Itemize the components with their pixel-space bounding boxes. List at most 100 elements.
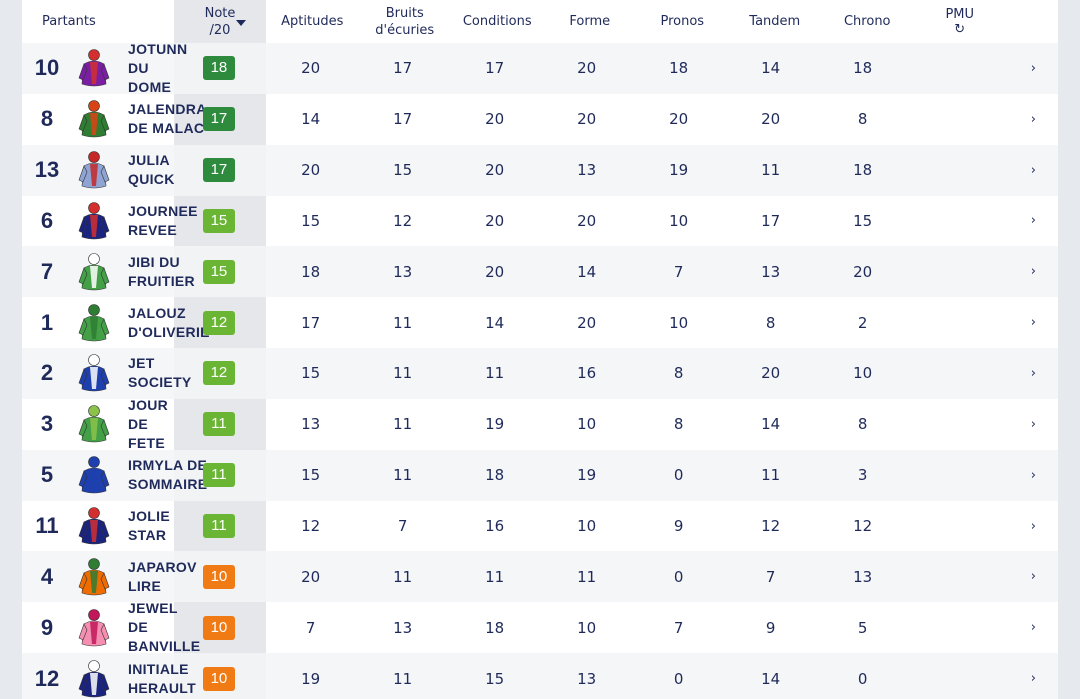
runner-name[interactable]: JIBI DU FRUITIER xyxy=(128,253,195,289)
runner-cell[interactable]: 12 INITIALE HERAULT xyxy=(22,653,196,699)
table-row[interactable]: 13 JULIA QUICK 17 20 15 20 13 19 11 18 › xyxy=(22,144,1058,196)
note-badge: 11 xyxy=(202,412,235,437)
runner-cell[interactable]: 7 JIBI DU FRUITIER xyxy=(22,246,195,297)
runner-cell[interactable]: 11 JOLIE STAR xyxy=(22,501,173,552)
table-row[interactable]: 9 JEWEL DE BANVILLE 10 7 13 18 10 7 9 5 › xyxy=(22,600,1058,654)
chevron-right-icon[interactable]: › xyxy=(1030,264,1036,280)
score-pronos: 0 xyxy=(673,466,684,485)
runner-cell[interactable]: 5 IRMYLA DE SOMMAIRE xyxy=(22,450,207,501)
score-conditions: 18 xyxy=(485,618,505,637)
header-pronos[interactable]: Pronos xyxy=(660,14,705,29)
runner-cell[interactable]: 4 JAPAROV LIRE xyxy=(22,551,196,602)
runner-cell[interactable]: 1 JALOUZ D'OLIVERIE xyxy=(22,297,209,348)
header-bruits[interactable]: Bruits d'écuries xyxy=(359,5,452,39)
runner-cell[interactable]: 13 JULIA QUICK xyxy=(22,145,175,196)
note-badge: 11 xyxy=(202,514,235,539)
runner-cell[interactable]: 2 JET SOCIETY xyxy=(22,348,191,399)
score-chrono: 10 xyxy=(853,364,873,383)
note-badge: 17 xyxy=(202,158,235,183)
score-conditions: 19 xyxy=(485,415,505,434)
header-pmu[interactable]: PMU ↻ xyxy=(914,7,1007,37)
runner-cell[interactable]: 8 JALENDRA DE MALAC xyxy=(22,94,206,145)
score-pronos: 0 xyxy=(673,567,684,586)
chevron-right-icon[interactable]: › xyxy=(1030,416,1036,432)
score-forme: 10 xyxy=(577,618,597,637)
chevron-right-icon[interactable]: › xyxy=(1030,162,1036,178)
chevron-right-icon[interactable]: › xyxy=(1030,671,1036,687)
header-conditions[interactable]: Conditions xyxy=(462,14,532,29)
score-chrono: 8 xyxy=(857,110,868,129)
score-conditions: 20 xyxy=(485,110,505,129)
runner-number: 2 xyxy=(40,360,54,386)
table-row[interactable]: 8 JALENDRA DE MALAC 17 14 17 20 20 20 20 8 › xyxy=(22,94,1058,145)
header-tandem[interactable]: Tandem xyxy=(749,14,801,29)
runner-name[interactable]: JOLIE STAR xyxy=(128,508,170,544)
runner-name[interactable]: INITIALE HERAULT xyxy=(128,660,196,696)
header-forme[interactable]: Forme xyxy=(569,14,611,29)
runner-name[interactable]: JET SOCIETY xyxy=(128,355,192,391)
header-note-line2: /20 xyxy=(209,22,231,38)
table-row[interactable]: 3 JOUR DE FETE 11 13 11 19 10 8 14 8 › xyxy=(22,396,1058,451)
runner-name[interactable]: JULIA QUICK xyxy=(128,152,175,188)
chevron-right-icon[interactable]: › xyxy=(1030,315,1036,331)
runner-cell[interactable]: 3 JOUR DE FETE xyxy=(22,396,173,451)
runner-name[interactable]: JOUR DE FETE xyxy=(128,396,169,451)
note-cell: 17 xyxy=(173,94,265,145)
score-aptitudes: 19 xyxy=(301,669,321,688)
score-tandem: 17 xyxy=(761,211,781,230)
table-body: 10 JOTUNN DU DOME 18 20 17 17 20 18 14 18 › 8 JALEND… xyxy=(22,41,1058,699)
table-row[interactable]: 4 JAPAROV LIRE 10 20 11 11 11 0 7 13 › xyxy=(22,551,1058,603)
runner-cell[interactable]: 9 JEWEL DE BANVILLE xyxy=(22,600,200,654)
table-row[interactable]: 2 JET SOCIETY 12 15 11 11 16 8 20 10 › xyxy=(22,348,1058,399)
jockey-silk-icon xyxy=(78,100,110,138)
chevron-right-icon[interactable]: › xyxy=(1030,467,1036,483)
sort-caret-down-icon xyxy=(236,19,246,26)
runner-cell[interactable]: 6 JOURNEE REVEE xyxy=(22,196,197,247)
chevron-right-icon[interactable]: › xyxy=(1030,213,1036,229)
chevron-right-icon[interactable]: › xyxy=(1030,60,1036,76)
jockey-silk-icon xyxy=(78,558,110,596)
table-row[interactable]: 6 JOURNEE REVEE 15 15 12 20 20 10 17 15 › xyxy=(22,196,1058,247)
runner-name[interactable]: JOURNEE REVEE xyxy=(128,202,198,238)
note-badge: 12 xyxy=(202,361,235,386)
refresh-icon[interactable]: ↻ xyxy=(954,21,966,37)
header-partants[interactable]: Partants xyxy=(42,14,96,29)
runner-name[interactable]: IRMYLA DE SOMMAIRE xyxy=(128,457,208,493)
score-tandem: 14 xyxy=(761,415,781,434)
header-note-sort[interactable]: Note /20 xyxy=(174,5,266,39)
score-conditions: 11 xyxy=(485,567,505,586)
score-pronos: 8 xyxy=(673,415,684,434)
header-aptitudes[interactable]: Aptitudes xyxy=(281,14,344,29)
runner-name[interactable]: JAPAROV LIRE xyxy=(128,558,197,594)
score-pronos: 19 xyxy=(669,161,689,180)
table-row[interactable]: 7 JIBI DU FRUITIER 15 18 13 20 14 7 13 20 › xyxy=(22,246,1058,298)
score-conditions: 17 xyxy=(485,59,505,78)
score-pronos: 20 xyxy=(669,110,689,129)
table-row[interactable]: 12 INITIALE HERAULT 10 19 11 15 13 0 14 0 › xyxy=(22,653,1058,699)
table-row[interactable]: 1 JALOUZ D'OLIVERIE 12 17 11 14 20 10 8 2 › xyxy=(22,297,1058,348)
runner-cell[interactable]: 10 JOTUNN DU DOME xyxy=(22,41,187,95)
score-chrono: 20 xyxy=(853,262,873,281)
table-row[interactable]: 11 JOLIE STAR 11 12 7 16 10 9 12 12 › xyxy=(22,501,1058,552)
score-bruits: 17 xyxy=(393,59,413,78)
table-row[interactable]: 10 JOTUNN DU DOME 18 20 17 17 20 18 14 18 › xyxy=(22,41,1058,95)
note-badge: 10 xyxy=(202,615,235,640)
table-row[interactable]: 5 IRMYLA DE SOMMAIRE 11 15 11 18 19 0 11 3 › xyxy=(22,449,1058,501)
runner-name[interactable]: JALENDRA DE MALAC xyxy=(128,101,207,137)
runner-name[interactable]: JOTUNN DU DOME xyxy=(128,40,188,95)
score-bruits: 17 xyxy=(393,110,413,129)
note-cell: 11 xyxy=(173,399,265,450)
note-cell: 12 xyxy=(173,348,265,399)
note-cell: 18 xyxy=(173,43,265,94)
chevron-right-icon[interactable]: › xyxy=(1030,111,1036,127)
chevron-right-icon[interactable]: › xyxy=(1030,620,1036,636)
chevron-right-icon[interactable]: › xyxy=(1030,518,1036,534)
chevron-right-icon[interactable]: › xyxy=(1030,569,1036,585)
score-pronos: 18 xyxy=(669,59,689,78)
runner-number: 7 xyxy=(40,258,54,284)
header-chrono[interactable]: Chrono xyxy=(843,14,891,29)
runner-name[interactable]: JEWEL DE BANVILLE xyxy=(128,600,201,655)
note-badge: 18 xyxy=(202,56,235,81)
runner-name[interactable]: JALOUZ D'OLIVERIE xyxy=(128,304,210,340)
chevron-right-icon[interactable]: › xyxy=(1030,365,1036,381)
